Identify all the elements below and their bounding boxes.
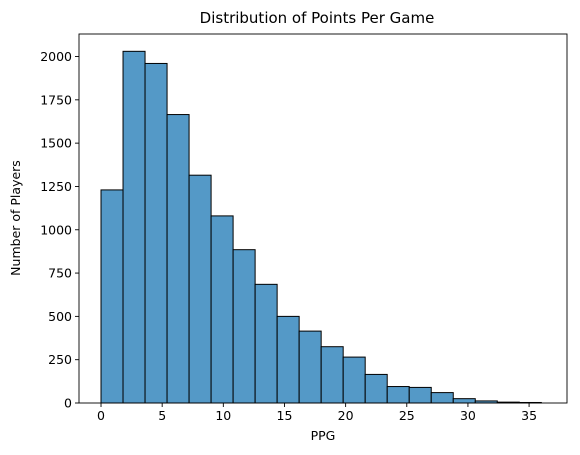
x-tick-label-7: 35	[521, 408, 537, 423]
histogram-bar-0	[100, 189, 124, 404]
x-tick-label-6: 30	[460, 408, 476, 423]
x-tick-label-0: 0	[97, 408, 105, 423]
histogram-bar-9	[298, 330, 322, 404]
y-tick-label-6: 1500	[40, 136, 72, 151]
histogram-bar-11	[342, 356, 366, 404]
y-tick-label-2: 500	[48, 309, 72, 324]
y-tick-label-3: 750	[48, 266, 72, 281]
histogram-bar-6	[232, 249, 256, 404]
x-tick-label-4: 20	[338, 408, 354, 423]
histogram-bar-13	[386, 386, 410, 404]
histogram-bar-16	[452, 398, 476, 404]
y-tick-label-5: 1250	[40, 179, 72, 194]
histogram-bar-2	[144, 62, 168, 404]
x-tick-label-5: 25	[399, 408, 415, 423]
y-tick-label-0: 0	[64, 396, 72, 411]
plot-frame	[78, 33, 568, 404]
bars-group	[100, 50, 542, 404]
histogram-bar-15	[430, 392, 454, 404]
histogram-bar-8	[276, 315, 300, 404]
x-axis-label: PPG	[311, 428, 336, 443]
histogram-bar-14	[408, 386, 432, 404]
x-tick-label-2: 10	[215, 408, 231, 423]
histogram-bar-5	[210, 215, 234, 404]
histogram-bar-1	[122, 50, 146, 404]
histogram-bar-12	[364, 373, 388, 404]
histogram-bar-4	[188, 174, 212, 404]
y-tick-label-1: 250	[48, 352, 72, 367]
histogram-bar-3	[166, 114, 190, 404]
x-tick-label-1: 5	[158, 408, 166, 423]
x-axis-ticks: 0 5 10 15 20 25 30 35	[97, 403, 537, 423]
x-tick-label-3: 15	[277, 408, 293, 423]
chart-title: Distribution of Points Per Game	[200, 9, 435, 27]
y-tick-label-7: 1750	[40, 92, 72, 107]
histogram-bar-7	[254, 283, 278, 404]
y-axis-label: Number of Players	[8, 160, 23, 276]
histogram-bar-10	[320, 346, 344, 404]
y-axis-ticks: 0 250 500 750 1000 1250 1500 1750 2000	[40, 49, 79, 411]
y-tick-label-4: 1000	[40, 222, 72, 237]
y-tick-label-8: 2000	[40, 49, 72, 64]
